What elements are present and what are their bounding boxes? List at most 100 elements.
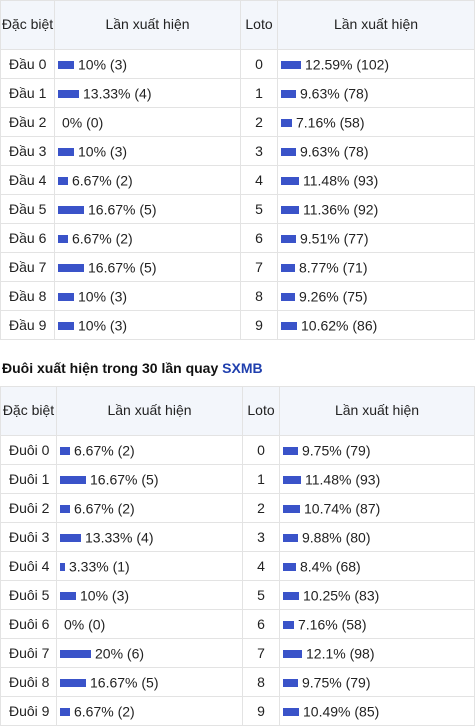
loto-frequency-bar [283,649,302,658]
frequency-value: 20% (6) [95,645,145,662]
loto-number: 6 [242,609,280,639]
frequency-bar [58,147,74,156]
frequency-cell: 6.67% (2) [54,165,241,195]
loto-frequency-bar [283,504,300,513]
loto-frequency-cell: 9.75% (79) [279,667,475,697]
loto-number: 9 [242,696,280,726]
table-row: Đầu 7 16.67% (5) 7 8.77% (71) [0,252,475,282]
table-row: Đuôi 9 6.67% (2) 9 10.49% (85) [0,696,475,726]
frequency-bar [58,205,84,214]
row-label: Đuôi 5 [0,580,57,610]
loto-frequency-cell: 9.26% (75) [277,281,475,311]
loto-frequency-bar [281,118,292,127]
frequency-bar [60,562,65,571]
table-row: Đầu 2 0% (0) 2 7.16% (58) [0,107,475,137]
frequency-value: 6.67% (2) [74,442,135,459]
frequency-cell: 10% (3) [54,310,241,340]
table-header-row: Đặc biệt Lần xuất hiện Loto Lần xuất hiệ… [0,386,475,436]
frequency-cell: 6.67% (2) [56,493,243,523]
loto-frequency-value: 9.26% (75) [299,288,368,305]
table-row: Đuôi 5 10% (3) 5 10.25% (83) [0,580,475,610]
frequency-cell: 20% (6) [56,638,243,668]
loto-frequency-value: 9.88% (80) [302,529,371,546]
frequency-value: 6.67% (2) [72,230,133,247]
header-loto-frequency: Lần xuất hiện [279,386,475,436]
loto-frequency-cell: 9.88% (80) [279,522,475,552]
table-row: Đuôi 6 0% (0) 6 7.16% (58) [0,609,475,639]
loto-frequency-bar [281,89,296,98]
loto-frequency-cell: 11.48% (93) [277,165,475,195]
frequency-bar [58,60,74,69]
loto-frequency-bar [283,620,294,629]
table-row: Đầu 4 6.67% (2) 4 11.48% (93) [0,165,475,195]
frequency-cell: 10% (3) [54,49,241,79]
loto-frequency-value: 12.59% (102) [305,56,390,73]
frequency-bar [58,292,74,301]
loto-number: 9 [240,310,278,340]
frequency-value: 13.33% (4) [83,85,152,102]
frequency-value: 16.67% (5) [90,674,159,691]
loto-number: 2 [240,107,278,137]
loto-number: 8 [242,667,280,697]
loto-frequency-cell: 9.51% (77) [277,223,475,253]
frequency-bar [60,707,70,716]
loto-frequency-bar [283,678,298,687]
frequency-value: 0% (0) [64,616,106,633]
loto-frequency-cell: 9.63% (78) [277,136,475,166]
table-row: Đầu 5 16.67% (5) 5 11.36% (92) [0,194,475,224]
frequency-value: 16.67% (5) [88,201,157,218]
row-label: Đuôi 4 [0,551,57,581]
loto-frequency-value: 12.1% (98) [306,645,375,662]
frequency-value: 6.67% (2) [72,172,133,189]
frequency-bar [60,475,86,484]
loto-frequency-cell: 10.25% (83) [279,580,475,610]
loto-frequency-bar [283,591,299,600]
loto-frequency-value: 11.48% (93) [305,471,381,488]
section-heading-text: Đuôi xuất hiện trong 30 lần quay [2,360,219,376]
loto-number: 0 [240,49,278,79]
row-label: Đuôi 2 [0,493,57,523]
loto-frequency-value: 9.63% (78) [300,85,369,102]
loto-frequency-cell: 7.16% (58) [279,609,475,639]
loto-number: 4 [240,165,278,195]
frequency-cell: 3.33% (1) [56,551,243,581]
loto-frequency-bar [283,475,301,484]
loto-frequency-bar [283,446,298,455]
row-label: Đầu 2 [0,107,55,137]
loto-number: 5 [242,580,280,610]
loto-frequency-bar [281,234,296,243]
loto-frequency-value: 7.16% (58) [296,114,365,131]
loto-number: 2 [242,493,280,523]
frequency-value: 6.67% (2) [74,703,135,720]
frequency-cell: 6.67% (2) [56,696,243,726]
source-link[interactable]: SXMB [222,360,263,376]
loto-frequency-cell: 9.63% (78) [277,78,475,108]
header-special: Đặc biệt [0,0,55,50]
row-label: Đuôi 9 [0,696,57,726]
row-label: Đầu 8 [0,281,55,311]
header-special: Đặc biệt [0,386,57,436]
loto-frequency-bar [283,533,298,542]
loto-number: 5 [240,194,278,224]
table-row: Đuôi 8 16.67% (5) 8 9.75% (79) [0,667,475,697]
loto-frequency-bar [283,562,296,571]
header-loto: Loto [240,0,278,50]
table-header-row: Đặc biệt Lần xuất hiện Loto Lần xuất hiệ… [0,0,475,50]
loto-frequency-cell: 9.75% (79) [279,435,475,465]
frequency-bar [58,263,84,272]
frequency-bar [60,504,70,513]
loto-frequency-cell: 10.74% (87) [279,493,475,523]
loto-number: 7 [242,638,280,668]
loto-frequency-bar [281,321,297,330]
frequency-cell: 0% (0) [56,609,243,639]
row-label: Đầu 6 [0,223,55,253]
loto-frequency-value: 10.25% (83) [303,587,380,604]
frequency-bar [60,678,86,687]
table-row: Đuôi 3 13.33% (4) 3 9.88% (80) [0,522,475,552]
table-row: Đuôi 1 16.67% (5) 1 11.48% (93) [0,464,475,494]
loto-number: 4 [242,551,280,581]
loto-frequency-cell: 11.36% (92) [277,194,475,224]
row-label: Đầu 7 [0,252,55,282]
row-label: Đuôi 3 [0,522,57,552]
frequency-cell: 16.67% (5) [56,464,243,494]
